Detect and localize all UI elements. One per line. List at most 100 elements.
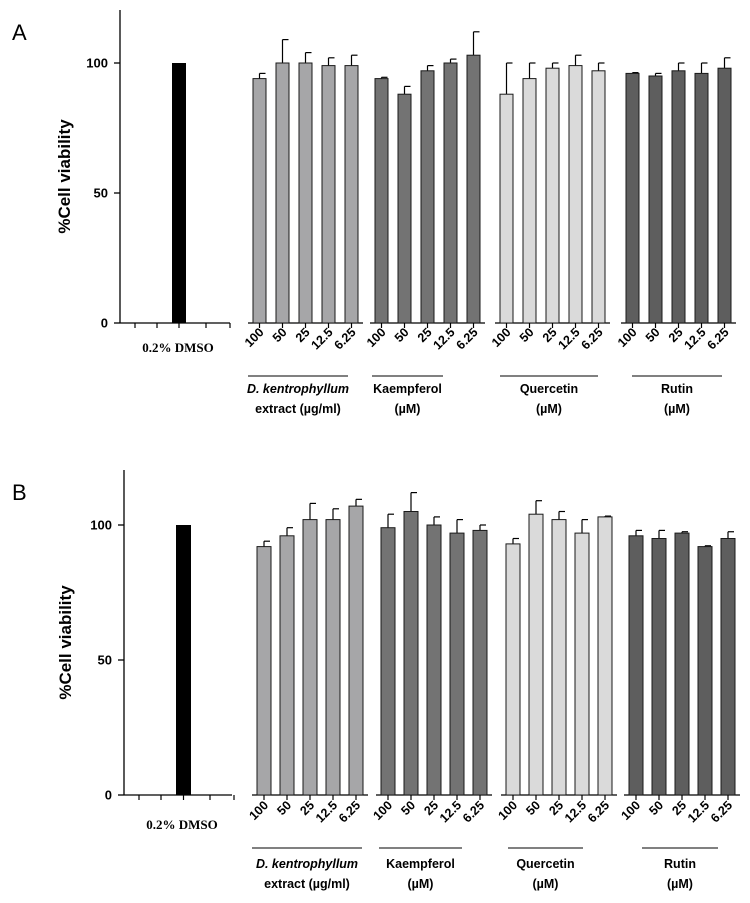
x-tick-label: 12.5 bbox=[437, 798, 464, 825]
bar-extract-50 bbox=[279, 535, 295, 796]
bar-quercetin-25 bbox=[551, 519, 567, 796]
y-tick-label: 100 bbox=[90, 518, 112, 533]
x-tick-label: 12.5 bbox=[682, 325, 709, 352]
x-tick-label: 50 bbox=[392, 325, 412, 345]
group-sublabel-rutin: (µM) bbox=[667, 877, 693, 891]
group-label-quercetin: Quercetin bbox=[520, 382, 578, 396]
panel-letter: A bbox=[12, 20, 27, 45]
x-tick-label: 100 bbox=[242, 325, 267, 350]
group-label-extract: D. kentrophyllum bbox=[256, 857, 358, 871]
group-sublabel-extract: extract (µg/ml) bbox=[255, 402, 341, 416]
group-label-kaempferol: Kaempferol bbox=[373, 382, 442, 396]
x-tick-label: 6.25 bbox=[585, 798, 612, 825]
bar-extract-6_25 bbox=[348, 505, 364, 796]
y-tick-label: 0 bbox=[105, 788, 112, 803]
control-bar bbox=[176, 525, 191, 795]
x-tick-label: 100 bbox=[489, 325, 514, 350]
bar-quercetin-100 bbox=[499, 93, 514, 324]
bar-kaempferol-12_5 bbox=[443, 62, 458, 324]
group-label-extract: D. kentrophyllum bbox=[247, 382, 349, 396]
x-tick-label: 6.25 bbox=[705, 325, 732, 352]
x-tick-label: 50 bbox=[270, 325, 290, 345]
group-label-rutin: Rutin bbox=[661, 382, 693, 396]
bar-extract-25 bbox=[298, 62, 313, 324]
x-tick-label: 6.25 bbox=[336, 798, 363, 825]
x-tick-label: 6.25 bbox=[332, 325, 359, 352]
x-tick-label: 6.25 bbox=[460, 798, 487, 825]
x-tick-label: 12.5 bbox=[309, 325, 336, 352]
x-tick-label: 50 bbox=[517, 325, 537, 345]
bar-rutin-50 bbox=[648, 75, 663, 324]
bar-quercetin-100 bbox=[505, 543, 521, 796]
x-tick-label: 50 bbox=[274, 798, 294, 818]
y-tick-label: 50 bbox=[98, 653, 112, 668]
bar-kaempferol-6_25 bbox=[466, 54, 481, 324]
x-tick-label: 12.5 bbox=[556, 325, 583, 352]
bar-quercetin-6_25 bbox=[591, 70, 606, 324]
bar-rutin-50 bbox=[651, 538, 667, 796]
bar-extract-12_5 bbox=[325, 519, 341, 796]
bar-quercetin-50 bbox=[528, 513, 544, 796]
bar-extract-100 bbox=[252, 78, 267, 324]
x-tick-label: 100 bbox=[618, 798, 643, 823]
control-bar bbox=[172, 63, 186, 323]
bar-kaempferol-100 bbox=[374, 78, 389, 324]
x-tick-label: 100 bbox=[615, 325, 640, 350]
panel-letter: B bbox=[12, 480, 27, 505]
x-tick-label: 50 bbox=[523, 798, 543, 818]
bar-rutin-25 bbox=[674, 532, 690, 796]
bar-quercetin-25 bbox=[545, 67, 560, 324]
bar-extract-12_5 bbox=[321, 65, 336, 324]
y-tick-label: 100 bbox=[86, 56, 108, 71]
bar-extract-25 bbox=[302, 519, 318, 796]
group-sublabel-rutin: (µM) bbox=[664, 402, 690, 416]
x-tick-label: 12.5 bbox=[685, 798, 712, 825]
group-sublabel-quercetin: (µM) bbox=[533, 877, 559, 891]
bar-rutin-6_25 bbox=[720, 538, 736, 796]
bar-extract-100 bbox=[256, 546, 272, 796]
group-sublabel-quercetin: (µM) bbox=[536, 402, 562, 416]
control-label: 0.2% DMSO bbox=[142, 340, 214, 355]
bar-extract-50 bbox=[275, 62, 290, 324]
x-tick-label: 12.5 bbox=[562, 798, 589, 825]
bar-extract-6_25 bbox=[344, 65, 359, 324]
y-axis-label: %Cell viability bbox=[56, 585, 75, 700]
bar-rutin-100 bbox=[628, 535, 644, 796]
x-tick-label: 6.25 bbox=[708, 798, 735, 825]
bar-quercetin-6_25 bbox=[597, 516, 613, 796]
bar-kaempferol-6_25 bbox=[472, 529, 488, 796]
group-label-quercetin: Quercetin bbox=[516, 857, 574, 871]
bar-kaempferol-12_5 bbox=[449, 532, 465, 796]
group-sublabel-kaempferol: (µM) bbox=[408, 877, 434, 891]
x-tick-label: 50 bbox=[646, 798, 666, 818]
bar-kaempferol-25 bbox=[420, 70, 435, 324]
bar-quercetin-12_5 bbox=[568, 65, 583, 324]
x-tick-label: 50 bbox=[643, 325, 663, 345]
x-tick-label: 6.25 bbox=[579, 325, 606, 352]
bar-quercetin-12_5 bbox=[574, 532, 590, 796]
y-axis-label: %Cell viability bbox=[55, 119, 74, 234]
bar-kaempferol-100 bbox=[380, 527, 396, 796]
bar-quercetin-50 bbox=[522, 78, 537, 324]
y-tick-label: 0 bbox=[101, 316, 108, 331]
bar-kaempferol-25 bbox=[426, 524, 442, 796]
x-tick-label: 12.5 bbox=[431, 325, 458, 352]
x-tick-label: 100 bbox=[246, 798, 271, 823]
group-sublabel-kaempferol: (µM) bbox=[395, 402, 421, 416]
bar-rutin-25 bbox=[671, 70, 686, 324]
x-tick-label: 12.5 bbox=[313, 798, 340, 825]
control-label: 0.2% DMSO bbox=[146, 817, 218, 832]
group-label-kaempferol: Kaempferol bbox=[386, 857, 455, 871]
x-tick-label: 100 bbox=[495, 798, 520, 823]
group-sublabel-extract: extract (µg/ml) bbox=[264, 877, 350, 891]
bar-kaempferol-50 bbox=[403, 511, 419, 796]
bar-rutin-6_25 bbox=[717, 67, 732, 324]
x-tick-label: 50 bbox=[398, 798, 418, 818]
bar-kaempferol-50 bbox=[397, 93, 412, 324]
x-tick-label: 100 bbox=[364, 325, 389, 350]
y-tick-label: 50 bbox=[94, 186, 108, 201]
x-tick-label: 6.25 bbox=[454, 325, 481, 352]
